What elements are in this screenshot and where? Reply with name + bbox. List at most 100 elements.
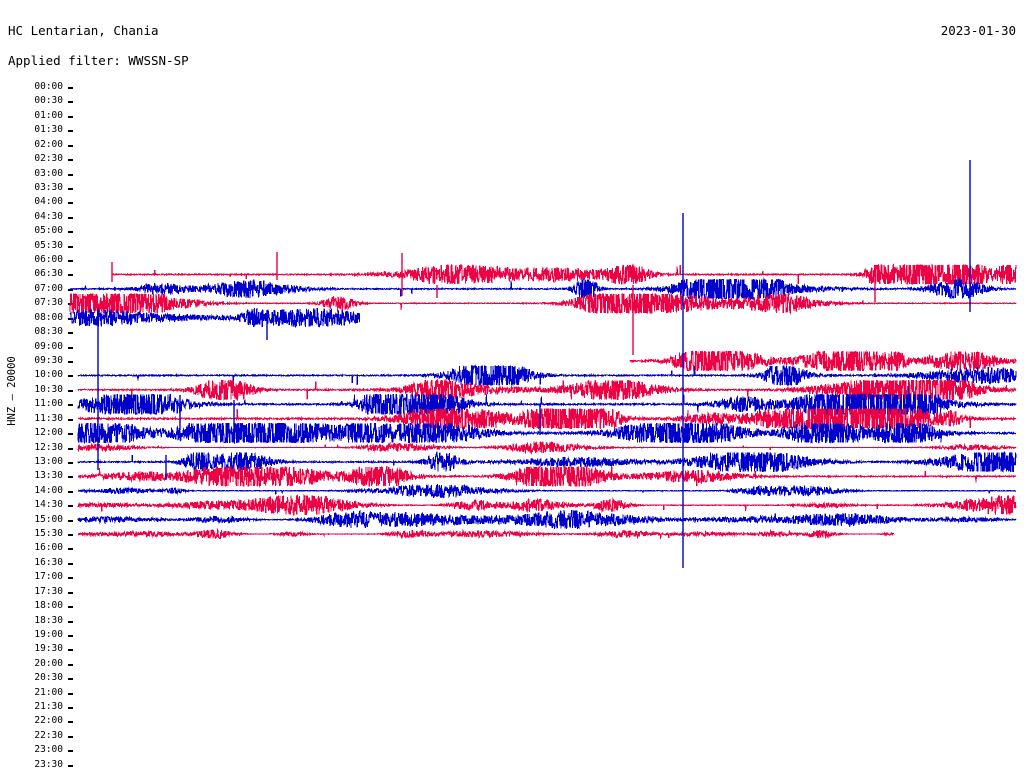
time-label-0330: 03:30 bbox=[34, 181, 63, 193]
trace-line bbox=[77, 465, 1017, 488]
time-label-2330: 23:30 bbox=[34, 758, 63, 770]
time-label-0700: 07:00 bbox=[34, 282, 63, 294]
time-label-0200: 02:00 bbox=[34, 138, 63, 150]
time-label-1300: 13:00 bbox=[34, 455, 63, 467]
trace-line bbox=[77, 483, 1016, 499]
time-label-0730: 07:30 bbox=[34, 297, 63, 309]
time-label-1000: 10:00 bbox=[34, 369, 63, 381]
time-tick bbox=[68, 693, 73, 695]
time-label-0130: 01:30 bbox=[34, 124, 63, 136]
time-label-0600: 06:00 bbox=[34, 254, 63, 266]
time-label-2230: 22:30 bbox=[34, 729, 63, 741]
time-tick bbox=[68, 260, 73, 262]
time-tick bbox=[68, 390, 73, 392]
trace-line bbox=[629, 349, 1017, 373]
time-label-1400: 14:00 bbox=[34, 484, 63, 496]
time-label-0400: 04:00 bbox=[34, 196, 63, 208]
time-tick bbox=[68, 750, 73, 752]
trace-line bbox=[77, 493, 1017, 516]
time-label-0030: 00:30 bbox=[34, 95, 63, 107]
time-tick bbox=[68, 534, 73, 536]
time-tick bbox=[68, 621, 73, 623]
time-tick bbox=[68, 606, 73, 608]
time-label-2300: 23:00 bbox=[34, 744, 63, 756]
time-label-1330: 13:30 bbox=[34, 470, 63, 482]
time-tick bbox=[68, 505, 73, 507]
time-tick bbox=[68, 419, 73, 421]
trace-line bbox=[77, 421, 1017, 445]
time-label-1200: 12:00 bbox=[34, 427, 63, 439]
time-tick bbox=[68, 116, 73, 118]
time-tick bbox=[68, 448, 73, 450]
time-label-1600: 16:00 bbox=[34, 542, 63, 554]
time-tick bbox=[68, 145, 73, 147]
time-label-1700: 17:00 bbox=[34, 571, 63, 583]
time-tick bbox=[68, 274, 73, 276]
time-label-1530: 15:30 bbox=[34, 528, 63, 540]
trace-line bbox=[111, 263, 1017, 286]
time-tick bbox=[68, 491, 73, 493]
time-tick bbox=[68, 736, 73, 738]
time-tick bbox=[68, 361, 73, 363]
time-tick bbox=[68, 101, 73, 103]
time-tick bbox=[68, 577, 73, 579]
time-tick bbox=[68, 649, 73, 651]
time-label-2030: 20:30 bbox=[34, 672, 63, 684]
time-tick bbox=[68, 476, 73, 478]
time-tick bbox=[68, 246, 73, 248]
time-tick bbox=[68, 130, 73, 132]
trace-line bbox=[77, 509, 1017, 530]
time-label-1100: 11:00 bbox=[34, 398, 63, 410]
time-label-1130: 11:30 bbox=[34, 412, 63, 424]
time-label-0300: 03:00 bbox=[34, 167, 63, 179]
time-tick bbox=[68, 375, 73, 377]
time-label-0630: 06:30 bbox=[34, 268, 63, 280]
time-tick bbox=[68, 520, 73, 522]
time-label-1730: 17:30 bbox=[34, 585, 63, 597]
time-label-2000: 20:00 bbox=[34, 657, 63, 669]
time-tick bbox=[68, 678, 73, 680]
time-label-0430: 04:30 bbox=[34, 210, 63, 222]
time-tick bbox=[68, 707, 73, 709]
time-label-2100: 21:00 bbox=[34, 686, 63, 698]
time-label-1930: 19:30 bbox=[34, 643, 63, 655]
time-tick bbox=[68, 635, 73, 637]
trace-line bbox=[69, 307, 361, 329]
time-tick bbox=[68, 87, 73, 89]
time-tick bbox=[68, 592, 73, 594]
time-tick bbox=[68, 404, 73, 406]
time-tick bbox=[68, 347, 73, 349]
applied-filter-label: Applied filter: WWSSN-SP bbox=[8, 53, 189, 68]
time-tick bbox=[68, 563, 73, 565]
time-tick bbox=[68, 289, 73, 291]
time-label-0500: 05:00 bbox=[34, 225, 63, 237]
trace-line bbox=[77, 363, 1017, 387]
time-label-1500: 15:00 bbox=[34, 513, 63, 525]
time-label-0830: 08:30 bbox=[34, 326, 63, 338]
time-tick bbox=[68, 548, 73, 550]
time-tick bbox=[68, 765, 73, 767]
time-tick bbox=[68, 217, 73, 219]
time-tick bbox=[68, 721, 73, 723]
time-label-1630: 16:30 bbox=[34, 556, 63, 568]
trace-line bbox=[77, 528, 895, 540]
station-title: HC Lentarian, Chania bbox=[8, 23, 159, 38]
time-label-1830: 18:30 bbox=[34, 614, 63, 626]
time-tick bbox=[68, 664, 73, 666]
time-label-0900: 09:00 bbox=[34, 340, 63, 352]
time-label-1900: 19:00 bbox=[34, 628, 63, 640]
time-tick bbox=[68, 332, 73, 334]
time-label-1430: 14:30 bbox=[34, 499, 63, 511]
trace-line bbox=[69, 293, 1017, 315]
trace-line bbox=[77, 407, 1017, 430]
time-tick bbox=[68, 231, 73, 233]
time-tick bbox=[68, 318, 73, 320]
time-label-0100: 01:00 bbox=[34, 109, 63, 121]
trace-line bbox=[77, 450, 1017, 473]
time-tick bbox=[68, 462, 73, 464]
time-tick bbox=[68, 202, 73, 204]
time-tick bbox=[68, 174, 73, 176]
